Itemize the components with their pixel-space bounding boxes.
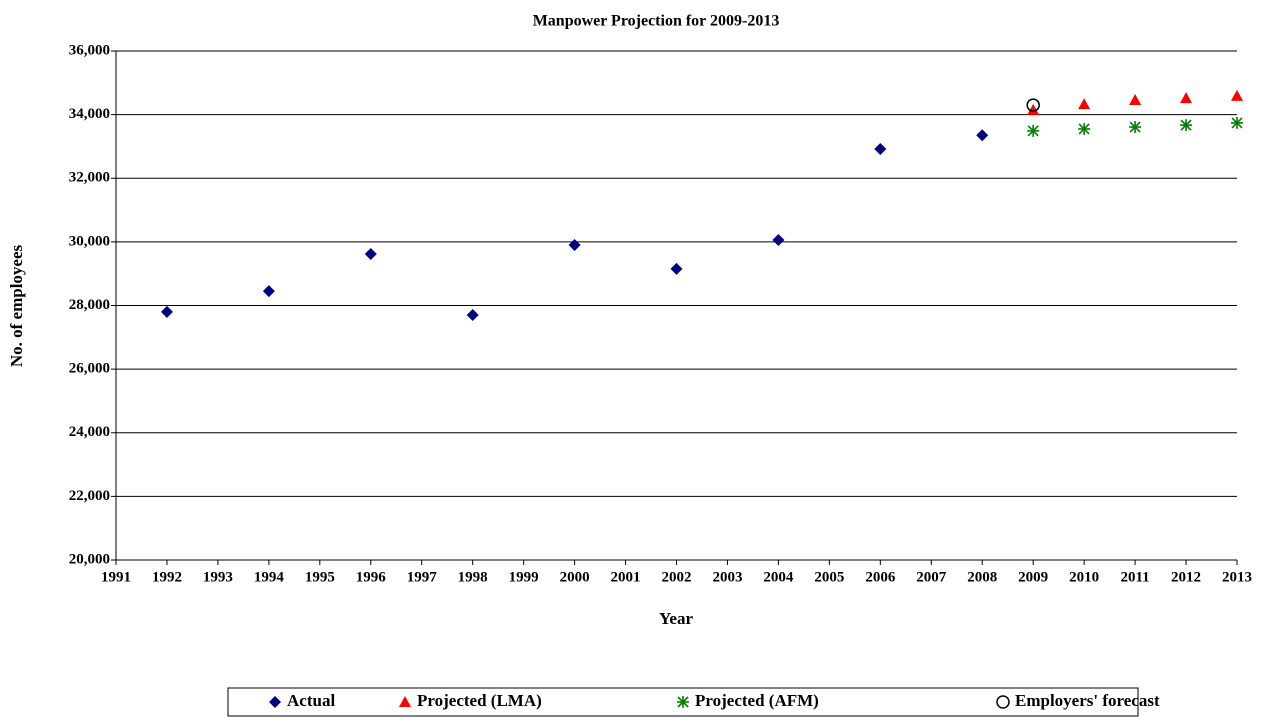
y-tick-label: 28,000 — [69, 297, 110, 313]
legend-label: Projected (AFM) — [695, 691, 819, 710]
diamond-marker — [466, 309, 479, 322]
x-tick-label: 2000 — [560, 569, 590, 585]
x-tick-label: 1995 — [305, 569, 335, 585]
triangle-marker — [1180, 92, 1193, 104]
x-tick-label: 2001 — [611, 569, 641, 585]
x-tick-label: 2009 — [1018, 569, 1048, 585]
triangle-marker — [1078, 98, 1091, 110]
triangle-marker — [1027, 103, 1040, 115]
y-tick-label: 36,000 — [69, 42, 110, 58]
y-tick-label: 34,000 — [69, 106, 110, 122]
x-tick-label: 2012 — [1171, 569, 1201, 585]
x-tick-label: 1991 — [101, 569, 131, 585]
circle-marker — [1026, 98, 1040, 112]
x-tick-label: 2010 — [1069, 569, 1099, 585]
x-tick-label: 2013 — [1222, 569, 1252, 585]
x-tick-label: 1992 — [152, 569, 182, 585]
x-tick-label: 1993 — [203, 569, 233, 585]
diamond-marker — [670, 262, 683, 275]
x-axis-title: Year — [659, 609, 693, 628]
y-tick-label: 32,000 — [69, 170, 110, 186]
x-tick-label: 2002 — [662, 569, 692, 585]
y-tick-label: 22,000 — [69, 488, 110, 504]
asterisk-marker — [1129, 121, 1142, 134]
diamond-marker — [772, 233, 785, 246]
circle-marker — [996, 695, 1010, 709]
diamond-marker — [874, 142, 887, 155]
diamond-marker — [976, 129, 989, 142]
y-tick-label: 24,000 — [69, 424, 110, 440]
diamond-marker — [269, 696, 281, 708]
y-tick-label: 20,000 — [69, 551, 110, 567]
y-tick-label: 30,000 — [69, 233, 110, 249]
x-tick-label: 2006 — [865, 569, 896, 585]
x-tick-label: 2005 — [814, 569, 844, 585]
x-tick-label: 1997 — [407, 569, 438, 585]
asterisk-marker — [677, 696, 689, 708]
asterisk-marker — [1078, 122, 1091, 135]
chart-title: Manpower Projection for 2009-2013 — [533, 13, 780, 30]
x-tick-label: 1998 — [458, 569, 488, 585]
legend-label: Actual — [287, 691, 335, 710]
diamond-marker — [160, 305, 173, 318]
asterisk-marker — [1231, 116, 1243, 129]
legend-label: Employers' forecast — [1015, 691, 1160, 710]
y-axis-title: No. of employees — [7, 244, 26, 367]
x-tick-label: 2003 — [712, 569, 742, 585]
x-tick-label: 2007 — [916, 569, 947, 585]
diamond-marker — [364, 247, 377, 260]
x-tick-label: 1999 — [509, 569, 539, 585]
diamond-marker — [262, 285, 275, 298]
x-tick-label: 2004 — [763, 569, 794, 585]
x-tick-label: 1994 — [254, 569, 285, 585]
legend-label: Projected (LMA) — [417, 691, 542, 710]
y-tick-label: 26,000 — [69, 361, 110, 377]
x-tick-label: 1996 — [356, 569, 387, 585]
asterisk-marker — [1027, 124, 1040, 137]
diamond-marker — [568, 239, 581, 252]
triangle-marker — [1231, 89, 1243, 101]
x-tick-label: 2008 — [967, 569, 997, 585]
x-tick-label: 2011 — [1120, 569, 1149, 585]
triangle-marker — [1129, 93, 1142, 105]
triangle-marker — [399, 696, 411, 707]
asterisk-marker — [1180, 119, 1193, 132]
